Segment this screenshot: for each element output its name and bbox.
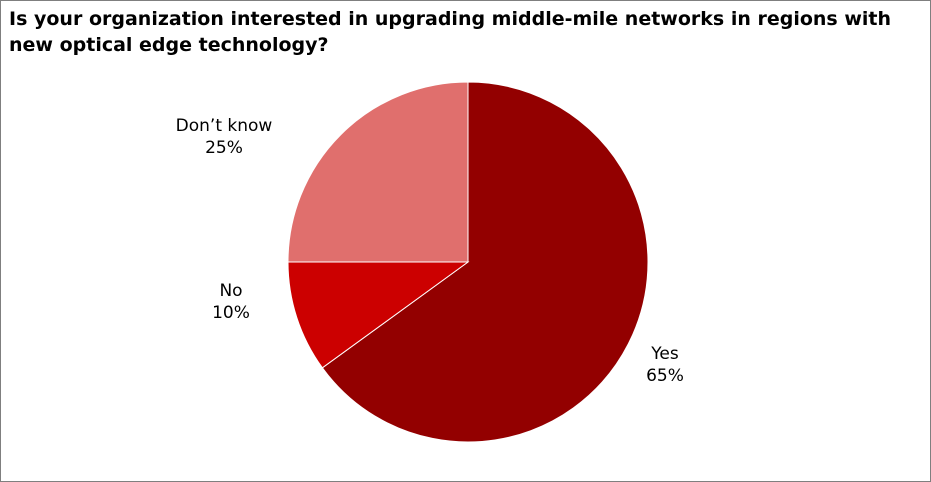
slice-value-label: 65% [646, 366, 684, 386]
pie-slice-yes [321, 81, 649, 443]
slice-category-label: Don’t know [176, 116, 273, 136]
slice-label-don-t-know: Don’t know 25% [176, 116, 273, 158]
slice-value-label: 25% [205, 138, 243, 158]
pie-slice-don-t-know [287, 81, 469, 263]
slice-category-label: No [219, 281, 242, 301]
slice-category-label: Yes [650, 344, 679, 364]
slice-label-no: No 10% [212, 281, 250, 323]
pie-slices [287, 81, 649, 443]
slice-value-label: 10% [212, 303, 250, 323]
pie-slice-no [287, 261, 470, 369]
pie-labels: Yes 65% No 10% Don’t know 25% [176, 116, 684, 386]
slice-label-yes: Yes 65% [646, 344, 684, 386]
chart-title: Is your organization interested in upgra… [9, 8, 892, 56]
